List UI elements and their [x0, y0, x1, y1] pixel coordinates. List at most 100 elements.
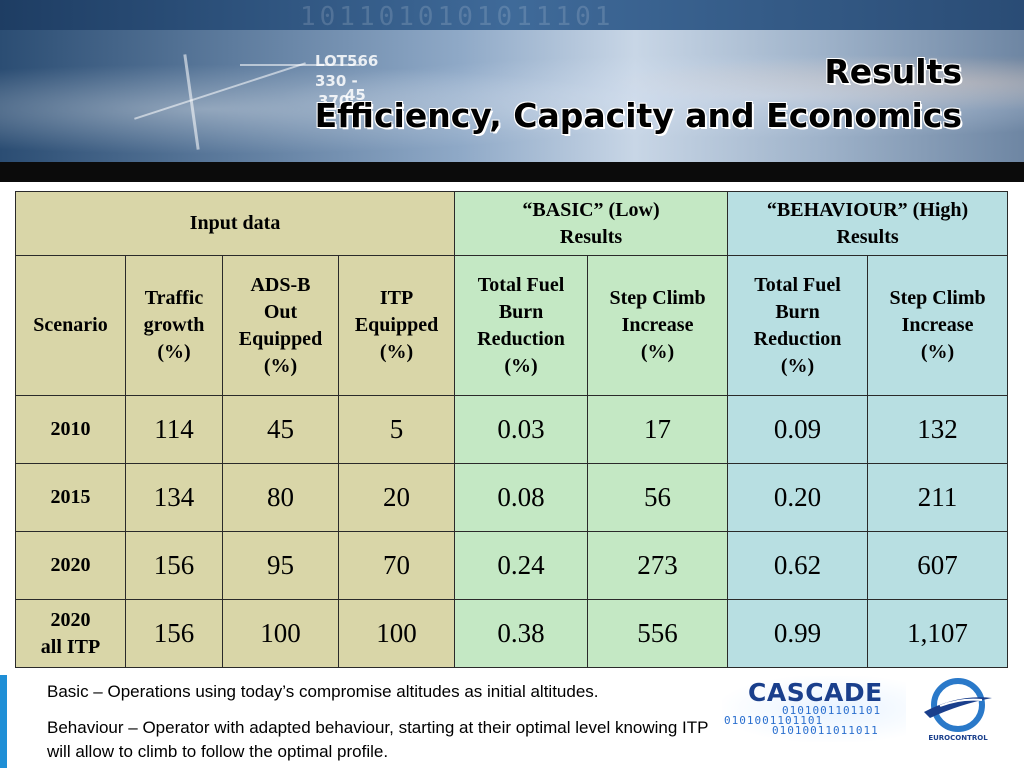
basic-step-cell: 56 — [587, 463, 729, 532]
scenario-cell: 2020 all ITP — [15, 599, 126, 668]
header-line: Step Climb — [889, 287, 986, 309]
banner-binary-text: 1011010101011101 — [300, 2, 615, 32]
basic-step-cell: 556 — [587, 599, 729, 668]
behaviour-step-cell: 211 — [867, 463, 1009, 532]
cascade-binary: 0101001101101 — [724, 714, 824, 727]
note-basic: Basic – Operations using today’s comprom… — [47, 682, 599, 701]
header-line: Burn — [498, 300, 544, 323]
basic-header-line1: “BASIC” (Low) — [522, 198, 660, 221]
header-line: ADS-B — [250, 273, 311, 296]
basic-fuel-cell: 0.03 — [454, 395, 589, 464]
slide-title: Results Efficiency, Capacity and Economi… — [315, 50, 962, 138]
radar-label: 370 — [318, 92, 350, 110]
itp-cell: 20 — [337, 463, 456, 532]
header-line: Increase — [621, 314, 694, 336]
basic-fuel-cell: 0.24 — [454, 531, 589, 600]
eurocontrol-logo-text: EUROCONTROL — [928, 734, 988, 742]
behaviour-fuel-cell: 0.09 — [727, 395, 869, 464]
table-row: 2010 114 45 5 0.03 17 0.09 132 — [15, 395, 1009, 464]
header-line: (%) — [780, 354, 815, 377]
table-row: 2015 134 80 20 0.08 56 0.20 211 — [15, 463, 1009, 532]
column-header-row: Scenario Traffic growth (%) ADS-B Out Eq… — [15, 255, 1009, 396]
radar-line — [240, 64, 360, 66]
header-line: Equipped — [238, 327, 323, 350]
behaviour-header-line2: Results — [836, 225, 899, 248]
cascade-binary: 01010011011011 — [772, 724, 879, 737]
scenario-cell: 2020 — [15, 531, 126, 600]
basic-step-cell: 273 — [587, 531, 729, 600]
itp-equipped-header: ITP Equipped (%) — [337, 255, 456, 396]
cascade-binary: 0101001101101 — [782, 704, 882, 717]
behaviour-fuel-cell: 0.20 — [727, 463, 869, 532]
header-line: Increase — [901, 314, 974, 336]
header-line: Equipped — [354, 314, 439, 336]
basic-results-header: “BASIC” (Low) Results — [454, 191, 729, 256]
behaviour-step-cell: 132 — [867, 395, 1009, 464]
basic-fuel-cell: 0.08 — [454, 463, 589, 532]
itp-cell: 70 — [337, 531, 456, 600]
radar-label: 45 — [345, 86, 366, 104]
behaviour-results-header: “BEHAVIOUR” (High) Results — [727, 191, 1009, 256]
behaviour-header-line1: “BEHAVIOUR” (High) — [766, 198, 969, 221]
header-line: Out — [263, 300, 298, 323]
traffic-cell: 114 — [125, 395, 223, 464]
header-line: Reduction — [753, 327, 842, 350]
header-line: growth — [143, 314, 205, 336]
adsb-cell: 45 — [222, 395, 339, 464]
table-row: 2020 all ITP 156 100 100 0.38 556 0.99 1… — [15, 599, 1009, 668]
adsb-equipped-header: ADS-B Out Equipped (%) — [222, 255, 339, 396]
traffic-cell: 156 — [125, 599, 223, 668]
itp-cell: 5 — [337, 395, 456, 464]
header-line: (%) — [640, 341, 675, 363]
header-line: (%) — [263, 354, 298, 377]
traffic-cell: 156 — [125, 531, 223, 600]
scenario-cell: 2015 — [15, 463, 126, 532]
note-behaviour: Behaviour – Operator with adapted behavi… — [47, 718, 709, 761]
radar-label: LOT566 — [315, 52, 379, 70]
slide-title-line2: Efficiency, Capacity and Economics — [314, 96, 962, 135]
header-line: (%) — [157, 341, 191, 363]
behaviour-step-header: Step Climb Increase (%) — [867, 255, 1009, 396]
basic-step-cell: 17 — [587, 395, 729, 464]
header-line: Burn — [775, 300, 820, 323]
eurocontrol-logo: EUROCONTROL — [920, 676, 996, 746]
header-line: (%) — [920, 341, 955, 363]
header-banner: 1011010101011101 LOT566 330 - 45 370 Res… — [0, 0, 1024, 182]
itp-cell: 100 — [337, 599, 456, 668]
behaviour-fuel-cell: 0.62 — [727, 531, 869, 600]
eurocontrol-emblem-icon — [924, 678, 992, 732]
input-data-header: Input data — [14, 191, 456, 256]
header-line: Step Climb — [609, 287, 706, 309]
behaviour-step-cell: 1,107 — [867, 599, 1009, 668]
radar-line — [134, 62, 306, 120]
accent-bar — [0, 675, 7, 768]
header-line: Total Fuel — [754, 273, 841, 296]
adsb-cell: 100 — [222, 599, 339, 668]
adsb-cell: 95 — [222, 531, 339, 600]
behaviour-fuel-header: Total Fuel Burn Reduction (%) — [727, 255, 869, 396]
header-line: Traffic — [144, 287, 204, 309]
basic-fuel-cell: 0.38 — [454, 599, 589, 668]
header-line: (%) — [379, 341, 414, 363]
scenario-cell: 2010 — [15, 395, 126, 464]
basic-step-header: Step Climb Increase (%) — [587, 255, 729, 396]
slide-title-line1: Results — [824, 52, 962, 91]
header-line: Reduction — [477, 327, 565, 350]
group-header-row: Input data “BASIC” (Low) Results “BEHAVI… — [14, 191, 1009, 256]
behaviour-step-cell: 607 — [867, 531, 1009, 600]
results-table: Input data “BASIC” (Low) Results “BEHAVI… — [14, 191, 1009, 668]
traffic-cell: 134 — [125, 463, 223, 532]
header-line: Total Fuel — [477, 273, 565, 296]
cascade-logo: CASCADE 0101001101101 0101001101101 0101… — [722, 676, 906, 742]
table-row: 2020 156 95 70 0.24 273 0.62 607 — [15, 531, 1009, 600]
banner-bottom-strip — [0, 162, 1024, 182]
banner-top-strip: 1011010101011101 — [0, 0, 1024, 32]
adsb-cell: 80 — [222, 463, 339, 532]
radar-label: 330 - — [315, 72, 358, 90]
header-line: (%) — [504, 354, 538, 377]
basic-fuel-header: Total Fuel Burn Reduction (%) — [454, 255, 589, 396]
scenario-line: 2020 — [50, 608, 91, 631]
traffic-growth-header: Traffic growth (%) — [125, 255, 223, 396]
scenario-line: all ITP — [40, 635, 101, 658]
scenario-header: Scenario — [15, 255, 126, 396]
